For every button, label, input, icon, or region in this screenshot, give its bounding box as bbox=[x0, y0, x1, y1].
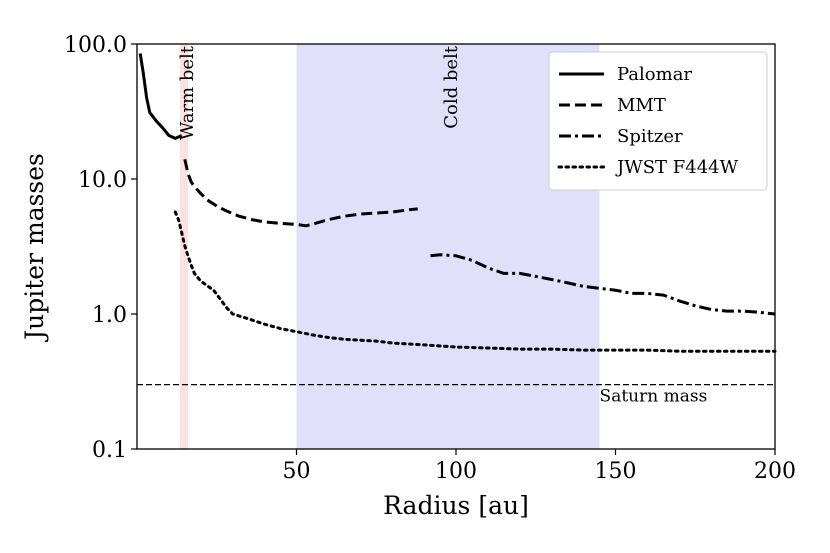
reference-line-label: Saturn mass bbox=[600, 387, 708, 407]
x-tick-label: 150 bbox=[595, 459, 637, 484]
y-axis-label: Jupiter masses bbox=[20, 153, 49, 343]
y-tick-label: 1.0 bbox=[92, 303, 127, 328]
data-series bbox=[138, 53, 777, 353]
shaded-regions bbox=[180, 44, 600, 449]
series-line-palomar bbox=[138, 53, 183, 140]
region-label: Warm belt bbox=[177, 45, 198, 140]
series-line-mmt bbox=[183, 158, 418, 228]
legend-label: Spitzer bbox=[617, 126, 683, 147]
legend-label: MMT bbox=[617, 95, 666, 116]
x-tick-label: 200 bbox=[754, 459, 796, 484]
y-tick-label: 10.0 bbox=[78, 168, 127, 193]
axis-ticks: 50 100 150 200 0.1 1.0 10.0 100.0 bbox=[64, 33, 796, 484]
region-label: Cold belt bbox=[441, 45, 462, 129]
series-line-spitzer bbox=[430, 253, 776, 316]
series-line-jwst-f444w bbox=[173, 210, 777, 353]
legend: Palomar MMT Spitzer JWST F444W bbox=[548, 51, 768, 191]
x-tick-label: 50 bbox=[283, 459, 311, 484]
legend-box bbox=[548, 51, 768, 191]
region-labels: Warm belt Cold belt bbox=[177, 45, 462, 140]
x-axis-label: Radius [au] bbox=[383, 491, 529, 520]
x-tick-label: 100 bbox=[435, 459, 477, 484]
legend-label: JWST F444W bbox=[615, 157, 739, 178]
legend-label: Palomar bbox=[617, 64, 692, 85]
y-tick-label: 100.0 bbox=[64, 33, 127, 58]
y-tick-label: 0.1 bbox=[92, 438, 127, 463]
reference-lines: Saturn mass bbox=[137, 383, 775, 407]
